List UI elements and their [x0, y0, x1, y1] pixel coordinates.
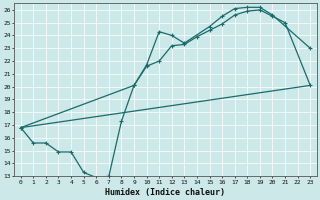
X-axis label: Humidex (Indice chaleur): Humidex (Indice chaleur) — [106, 188, 226, 197]
